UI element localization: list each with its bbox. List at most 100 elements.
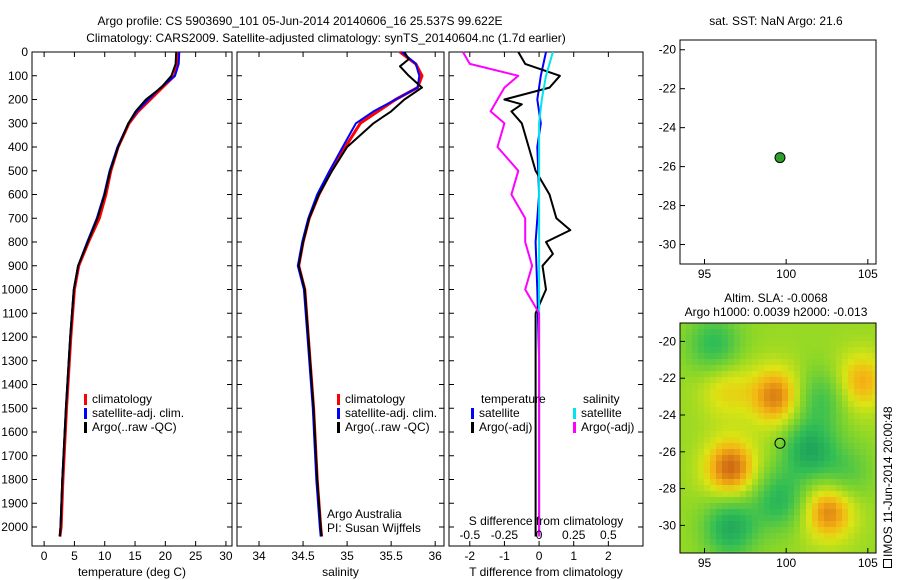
heatmap-cell xyxy=(866,347,872,353)
heatmap-cell xyxy=(812,419,818,425)
heatmap-cell xyxy=(848,335,854,341)
heatmap-cell xyxy=(692,467,698,473)
heatmap-cell xyxy=(812,461,818,467)
heatmap-cell xyxy=(752,359,758,365)
heatmap-cell xyxy=(794,479,800,485)
heatmap-cell xyxy=(812,455,818,461)
heatmap-cell xyxy=(848,473,854,479)
heatmap-cell xyxy=(680,353,686,359)
heatmap-cell xyxy=(836,515,842,521)
heatmap-cell xyxy=(680,509,686,515)
heatmap-cell xyxy=(818,473,824,479)
y-tick-label: 400 xyxy=(8,140,28,154)
heatmap-cell xyxy=(734,539,740,545)
heatmap-cell xyxy=(872,347,876,353)
heatmap-cell xyxy=(764,515,770,521)
heatmap-cell xyxy=(824,431,830,437)
heatmap-cell xyxy=(830,473,836,479)
heatmap-cell xyxy=(788,413,794,419)
heatmap-cell xyxy=(758,449,764,455)
heatmap-cell xyxy=(788,389,794,395)
heatmap-cell xyxy=(842,521,848,527)
heatmap-cell xyxy=(812,323,818,329)
heatmap-cell xyxy=(698,419,704,425)
heatmap-cell xyxy=(806,383,812,389)
heatmap-cell xyxy=(746,533,752,539)
heatmap-cell xyxy=(692,341,698,347)
heatmap-cell xyxy=(824,401,830,407)
heatmap-cell xyxy=(716,461,722,467)
heatmap-cell xyxy=(740,353,746,359)
heatmap-cell xyxy=(680,335,686,341)
x-axis-label: T difference from climatology xyxy=(469,565,623,579)
heatmap-cell xyxy=(794,371,800,377)
heatmap-cell xyxy=(788,503,794,509)
x-tick-label: 5 xyxy=(71,549,78,563)
heatmap-cell xyxy=(722,335,728,341)
heatmap-cell xyxy=(866,515,872,521)
heatmap-cell xyxy=(680,485,686,491)
heatmap-cell xyxy=(716,437,722,443)
heatmap-cell xyxy=(686,419,692,425)
heatmap-cell xyxy=(866,479,872,485)
heatmap-cell xyxy=(710,539,716,545)
heatmap-cell xyxy=(764,437,770,443)
heatmap-cell xyxy=(842,473,848,479)
heatmap-cell xyxy=(854,443,860,449)
heatmap-cell xyxy=(848,533,854,539)
heatmap-cell xyxy=(872,401,876,407)
heatmap-cell xyxy=(830,527,836,533)
heatmap-cell xyxy=(788,485,794,491)
heatmap-cell xyxy=(716,335,722,341)
y-tick-label: 300 xyxy=(8,116,28,130)
heatmap-cell xyxy=(710,413,716,419)
heatmap-cell xyxy=(752,395,758,401)
heatmap-cell xyxy=(806,443,812,449)
heatmap-cell xyxy=(776,353,782,359)
heatmap-cell xyxy=(836,413,842,419)
heatmap-cell xyxy=(800,395,806,401)
heatmap-cell xyxy=(794,383,800,389)
heatmap-cell xyxy=(818,515,824,521)
heatmap-cell xyxy=(860,383,866,389)
heatmap-cell xyxy=(752,413,758,419)
y-tick-label: 200 xyxy=(8,93,28,107)
y-tick-label: 1600 xyxy=(1,425,28,439)
heatmap-cell xyxy=(848,467,854,473)
heatmap-cell xyxy=(776,377,782,383)
heatmap-cell xyxy=(830,539,836,545)
heatmap-cell xyxy=(692,449,698,455)
heatmap-cell xyxy=(788,437,794,443)
heatmap-cell xyxy=(830,461,836,467)
heatmap-cell xyxy=(866,443,872,449)
heatmap-cell xyxy=(782,413,788,419)
heatmap-cell xyxy=(764,341,770,347)
heatmap-cell xyxy=(860,365,866,371)
heatmap-cell xyxy=(806,467,812,473)
heatmap-cell xyxy=(854,371,860,377)
heatmap-cell xyxy=(788,347,794,353)
y-tick-label: 1000 xyxy=(1,283,28,297)
heatmap-cell xyxy=(752,419,758,425)
top-tick-label: -0.5 xyxy=(459,528,480,542)
legend-item: climatology xyxy=(337,392,437,406)
imos-logo-icon xyxy=(883,559,892,568)
heatmap-cell xyxy=(680,521,686,527)
heatmap-cell xyxy=(764,371,770,377)
heatmap-cell xyxy=(728,341,734,347)
heatmap-cell xyxy=(704,455,710,461)
heatmap-cell xyxy=(692,455,698,461)
heatmap-cell xyxy=(758,431,764,437)
heatmap-cell xyxy=(680,377,686,383)
heatmap-cell xyxy=(770,491,776,497)
heatmap-cell xyxy=(710,347,716,353)
heatmap-cell xyxy=(842,425,848,431)
heatmap-cell xyxy=(782,371,788,377)
heatmap-cell xyxy=(866,401,872,407)
heatmap-cell xyxy=(776,419,782,425)
heatmap-cell xyxy=(788,383,794,389)
heatmap-cell xyxy=(812,539,818,545)
heatmap-cell xyxy=(842,431,848,437)
heatmap-cell xyxy=(704,509,710,515)
heatmap-cell xyxy=(800,485,806,491)
